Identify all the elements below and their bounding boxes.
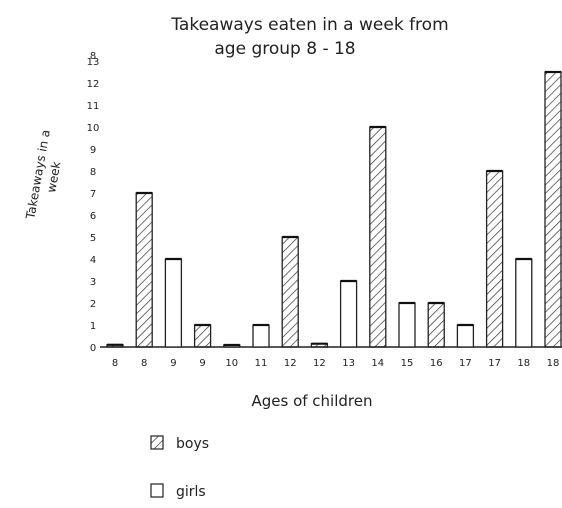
y-tick-label: 4 xyxy=(90,255,96,266)
bar-boys xyxy=(427,302,445,348)
bar-girls xyxy=(515,258,533,348)
x-tick-label: 17 xyxy=(488,358,501,369)
bar-girls xyxy=(164,258,183,348)
y-tick-label: 11 xyxy=(87,101,100,112)
bar-boys xyxy=(281,236,299,348)
y-tick-label: 5 xyxy=(90,233,96,244)
x-tick-label: 18 xyxy=(547,358,560,369)
legend-swatch-girls xyxy=(150,483,164,498)
x-tick-label: 13 xyxy=(342,358,355,369)
bar-girls xyxy=(339,280,358,348)
bar-boys xyxy=(369,126,387,348)
x-axis-label: Ages of children xyxy=(251,392,372,410)
x-tick-label: 14 xyxy=(371,358,384,369)
y-tick-label: 3 xyxy=(90,277,96,288)
bar-girls xyxy=(398,302,416,348)
y-axis-label-line-2: week xyxy=(44,160,63,194)
legend-swatch-boys xyxy=(150,435,164,450)
x-tick-label: 17 xyxy=(459,358,472,369)
bar-girls xyxy=(252,324,270,348)
legend-label-boys: boys xyxy=(176,436,209,452)
y-axis-top-label: 8 xyxy=(90,51,96,62)
y-tick-label: 8 xyxy=(90,167,96,178)
x-tick-label: 15 xyxy=(401,358,414,369)
y-tick-label: 2 xyxy=(90,299,96,310)
x-tick-label: 9 xyxy=(199,358,205,369)
y-tick-label: 7 xyxy=(90,189,96,200)
y-tick-label: 0 xyxy=(90,343,96,354)
bar-boys xyxy=(485,170,504,348)
x-tick-label: 9 xyxy=(170,358,176,369)
x-tick-label: 18 xyxy=(517,358,530,369)
chart-title-line-2: age group 8 - 18 xyxy=(214,39,355,59)
chart-title-line-1: Takeaways eaten in a week from xyxy=(170,15,448,35)
y-tick-label: 6 xyxy=(90,211,96,222)
legend: boys girls xyxy=(150,435,209,500)
x-tick-label: 11 xyxy=(255,358,268,369)
y-tick-label: 1 xyxy=(90,321,96,332)
x-tick-label: 12 xyxy=(284,358,297,369)
bar-boys xyxy=(193,324,212,348)
x-tick-label: 8 xyxy=(112,358,118,369)
x-tick-label: 16 xyxy=(430,358,443,369)
x-axis-ticks: 8 8 9 9 10 11 12 12 13 14 15 16 17 17 18 18 xyxy=(112,358,560,369)
y-tick-label: 9 xyxy=(90,145,96,156)
y-tick-label: 12 xyxy=(87,79,100,90)
bar-girls xyxy=(456,324,475,348)
y-tick-label: 13 xyxy=(87,57,100,68)
x-tick-label: 10 xyxy=(225,358,238,369)
bar-boys xyxy=(135,192,153,348)
x-tick-label: 8 xyxy=(141,358,147,369)
bars xyxy=(106,70,562,348)
bar-boys xyxy=(544,71,562,348)
x-tick-label: 12 xyxy=(313,358,326,369)
y-tick-label: 10 xyxy=(87,123,100,134)
legend-label-girls: girls xyxy=(176,484,206,500)
